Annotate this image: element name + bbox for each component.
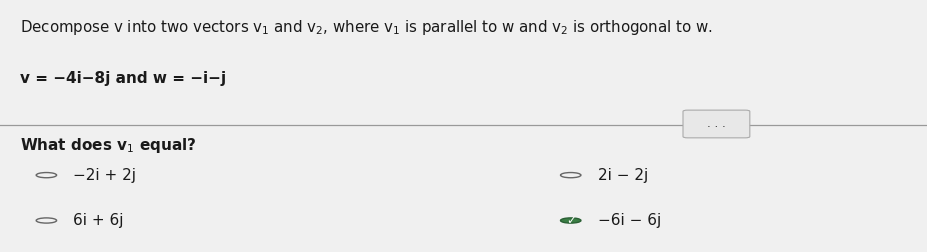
Text: −6i − 6j: −6i − 6j <box>597 213 660 228</box>
Text: −2i + 2j: −2i + 2j <box>73 168 136 183</box>
Text: ✓: ✓ <box>565 214 575 227</box>
Text: 6i + 6j: 6i + 6j <box>73 213 123 228</box>
Text: . . .: . . . <box>706 117 725 131</box>
FancyBboxPatch shape <box>682 110 749 138</box>
Ellipse shape <box>560 218 580 223</box>
Text: What does v$_1$ equal?: What does v$_1$ equal? <box>20 136 197 155</box>
Text: v = −4i−8j and w = −i−j: v = −4i−8j and w = −i−j <box>20 71 226 86</box>
Text: Decompose v into two vectors v$_1$ and v$_2$, where v$_1$ is parallel to w and v: Decompose v into two vectors v$_1$ and v… <box>20 18 713 37</box>
Text: 2i − 2j: 2i − 2j <box>597 168 647 183</box>
